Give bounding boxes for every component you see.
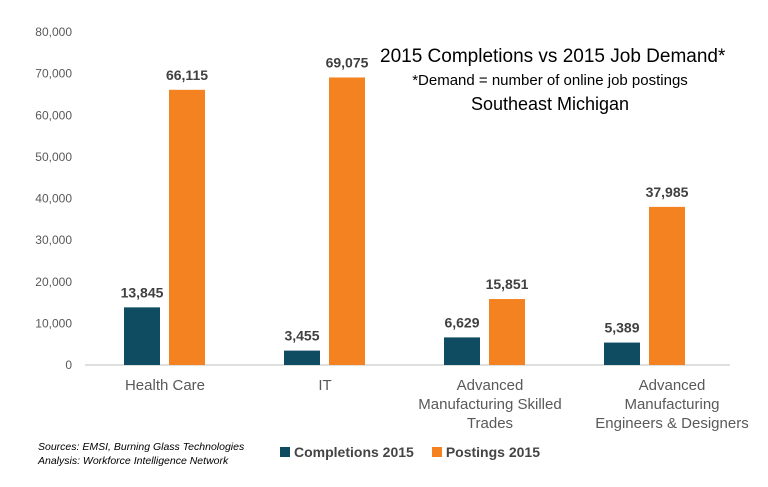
bar-postings <box>169 89 205 365</box>
y-tick-label: 70,000 <box>35 67 72 81</box>
y-tick-label: 0 <box>65 358 72 372</box>
y-tick-label: 60,000 <box>35 108 72 122</box>
data-label: 66,115 <box>166 67 208 83</box>
legend: Completions 2015 Postings 2015 <box>280 444 540 460</box>
data-label: 3,455 <box>284 328 319 344</box>
sources-note: Sources: EMSI, Burning Glass Technologie… <box>38 440 268 468</box>
x-tick-label: Advanced <box>639 377 706 394</box>
legend-item-postings: Postings 2015 <box>431 444 540 460</box>
bar-postings <box>649 206 685 365</box>
y-tick-label: 10,000 <box>35 316 72 330</box>
data-label: 13,845 <box>121 284 164 300</box>
x-tick-label: Manufacturing Skilled <box>418 396 561 413</box>
legend-item-completions: Completions 2015 <box>280 444 414 460</box>
bar-completions <box>124 307 160 365</box>
bar-completions <box>604 342 640 365</box>
data-label: 69,075 <box>326 54 369 70</box>
x-tick-label: Trades <box>467 415 513 432</box>
x-tick-label: Engineers & Designers <box>595 415 748 432</box>
chart-subtitle: *Demand = number of online job postings <box>412 72 688 89</box>
legend-label: Completions 2015 <box>294 444 414 460</box>
sources-line: Sources: EMSI, Burning Glass Technologie… <box>38 441 245 453</box>
data-label: 6,629 <box>444 314 479 330</box>
bar-postings <box>329 77 365 365</box>
x-tick-label: Manufacturing <box>624 396 719 413</box>
legend-label: Postings 2015 <box>445 444 540 460</box>
legend-swatch <box>431 447 442 457</box>
data-label: 5,389 <box>604 320 639 336</box>
chart-title: 2015 Completions vs 2015 Job Demand* <box>380 46 726 67</box>
y-tick-label: 20,000 <box>35 275 72 289</box>
legend-swatch <box>280 447 290 457</box>
x-tick-label: IT <box>318 377 331 394</box>
x-tick-label: Advanced <box>457 377 524 394</box>
x-tick-label: Health Care <box>125 377 205 394</box>
y-tick-label: 50,000 <box>35 150 72 164</box>
y-tick-label: 30,000 <box>35 233 72 247</box>
y-tick-label: 80,000 <box>35 25 72 39</box>
bar-postings <box>489 299 525 365</box>
data-label: 15,851 <box>486 276 529 292</box>
y-tick-label: 40,000 <box>35 192 72 206</box>
bar-completions <box>284 350 320 365</box>
data-label: 37,985 <box>646 184 689 200</box>
analysis-line: Analysis: Workforce Intelligence Network <box>38 455 229 467</box>
bar-completions <box>444 337 480 365</box>
chart-region: Southeast Michigan <box>470 94 630 114</box>
